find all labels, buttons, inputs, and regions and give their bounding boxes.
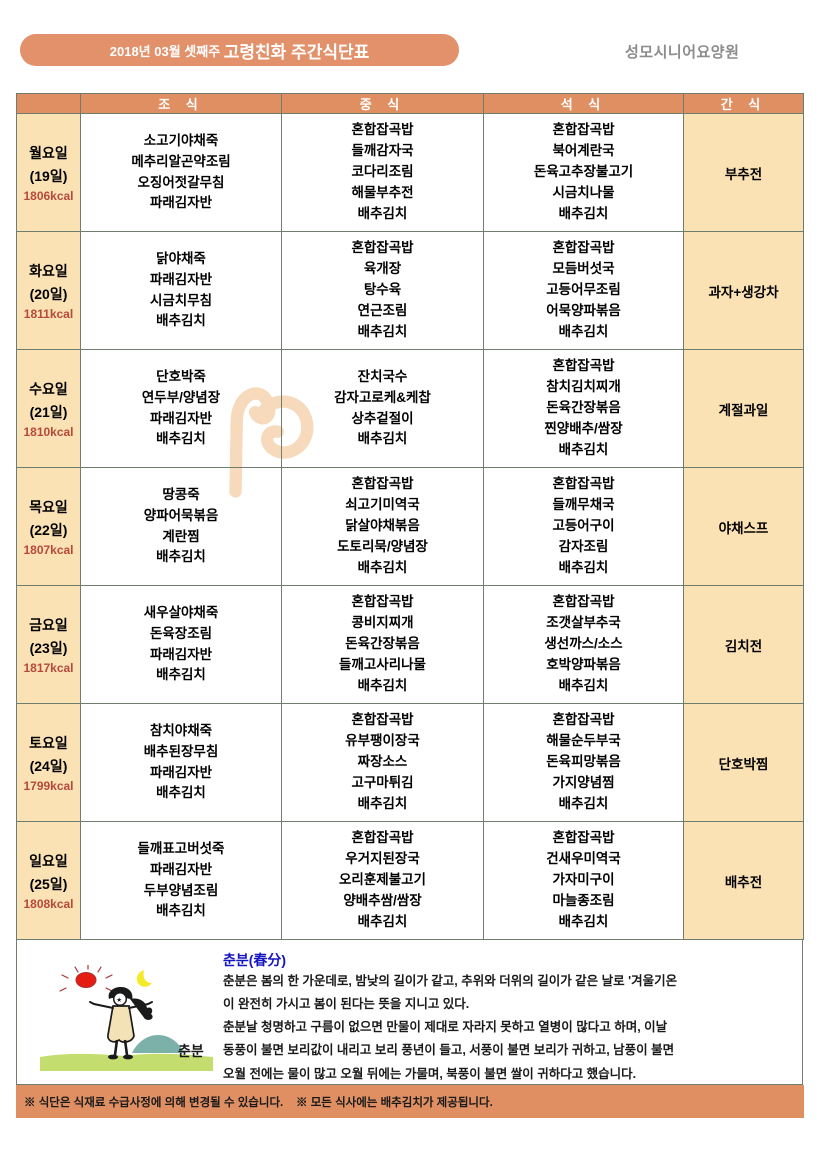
svg-text:춘분: 춘분 xyxy=(178,1043,204,1059)
svg-text:★: ★ xyxy=(116,996,122,1004)
